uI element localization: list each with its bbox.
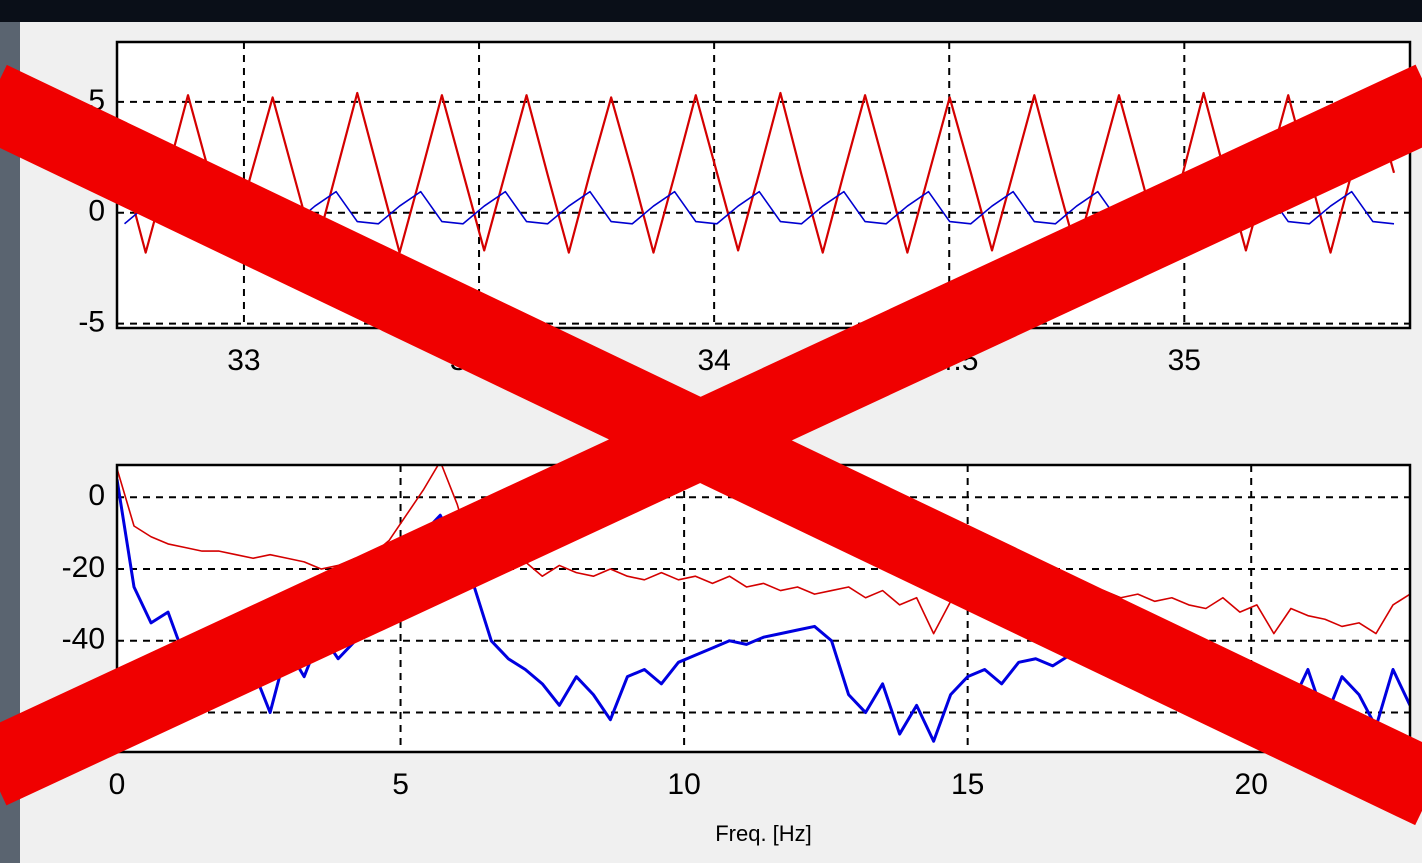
top-bar xyxy=(0,0,1422,22)
cross-line xyxy=(0,64,1422,806)
x-tick-label: 5 xyxy=(392,768,409,801)
left-strip xyxy=(0,22,20,863)
x-tick-label: 35 xyxy=(1168,344,1201,377)
x-tick-label: 20 xyxy=(1235,768,1268,801)
y-tick-label: 0 xyxy=(88,195,105,228)
x-tick-label: 34 xyxy=(697,344,730,377)
x-tick-label: 33 xyxy=(227,344,260,377)
cross-overlay xyxy=(0,64,1422,826)
x-tick-label: 10 xyxy=(667,768,700,801)
x-tick-label: 15 xyxy=(951,768,984,801)
x-axis-title: Freq. [Hz] xyxy=(715,821,812,846)
y-tick-label: 0 xyxy=(88,479,105,512)
y-tick-label: -5 xyxy=(78,305,105,338)
x-tick-label: 0 xyxy=(109,768,126,801)
data-line xyxy=(117,465,1410,635)
y-tick-label: -20 xyxy=(62,551,105,584)
y-tick-label: -40 xyxy=(62,623,105,656)
